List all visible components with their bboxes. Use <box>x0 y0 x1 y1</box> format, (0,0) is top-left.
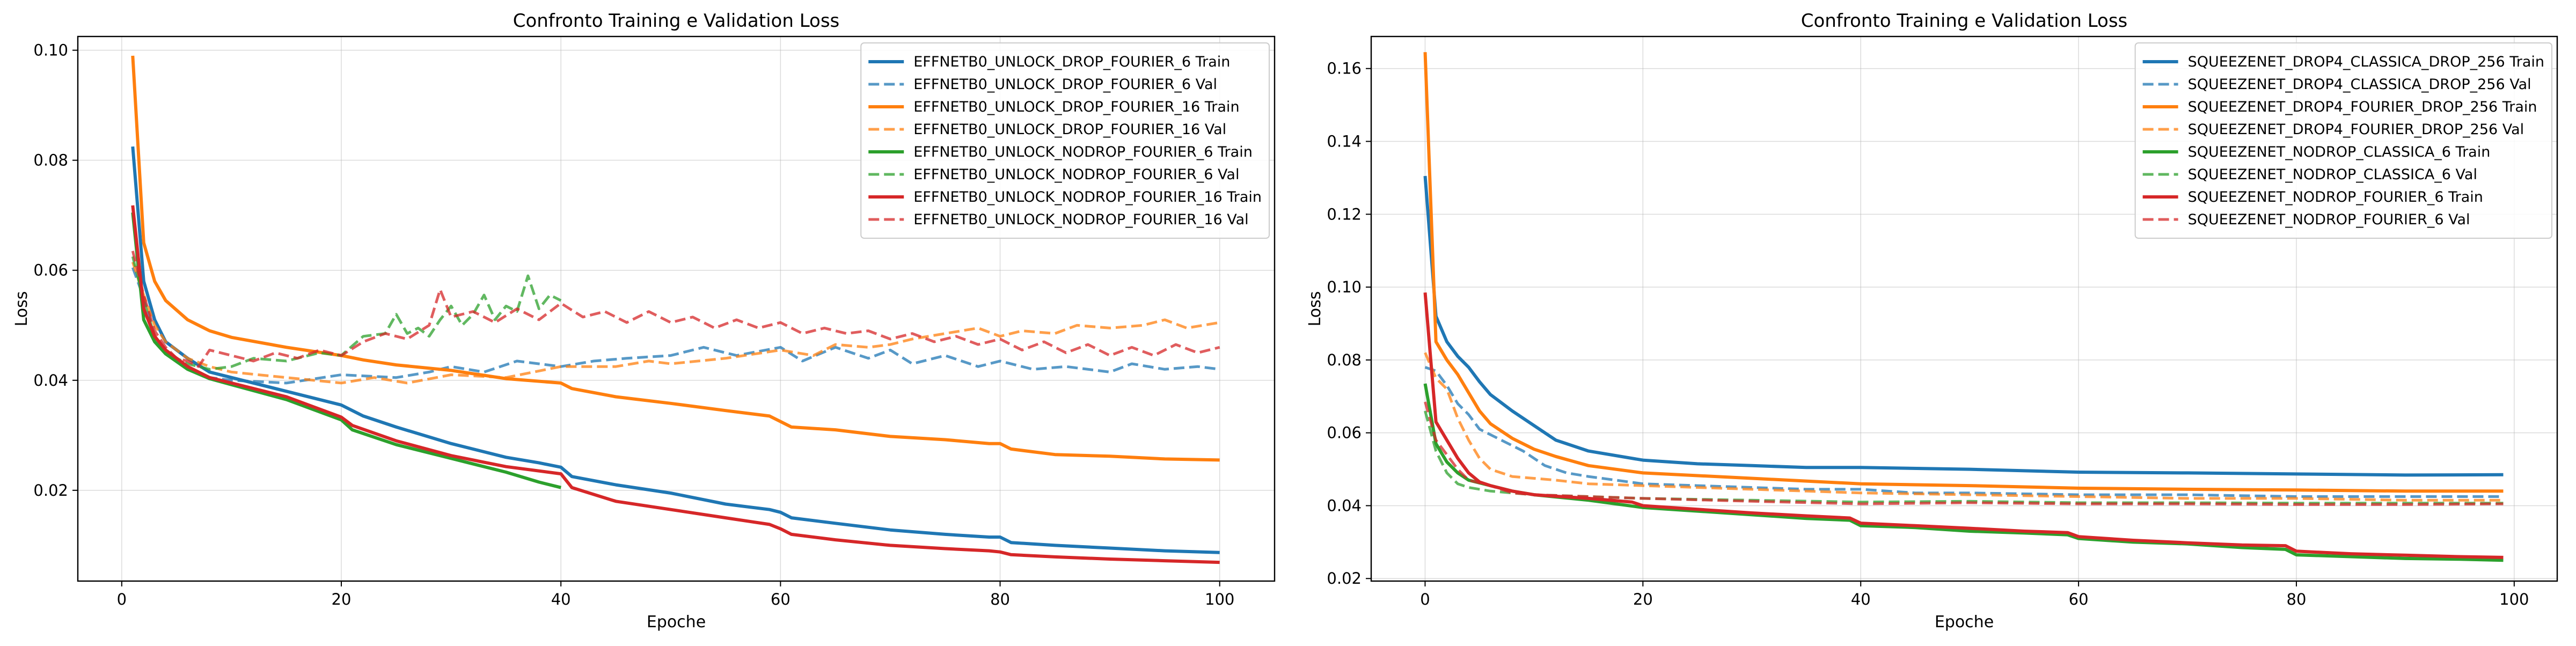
legend-label: SQUEEZENET_NODROP_FOURIER_6 Train <box>2188 189 2483 205</box>
series-line-3 <box>1423 52 2504 493</box>
y-tick-label: 0.04 <box>1327 496 1362 515</box>
y-tick-label: 0.10 <box>1327 278 1362 296</box>
x-tick-label: 0 <box>117 590 127 608</box>
series-line-6 <box>131 256 562 371</box>
series-line-8 <box>131 251 1220 368</box>
series-line-5 <box>1423 383 2504 562</box>
x-tick-label: 60 <box>771 590 791 608</box>
y-axis-label: Loss <box>1306 291 1324 327</box>
legend-label: EFFNETB0_UNLOCK_DROP_FOURIER_6 Val <box>913 76 1217 93</box>
series-line-1 <box>131 146 1220 554</box>
x-axis-label: Epoche <box>1935 613 1994 632</box>
x-tick-label: 80 <box>990 590 1010 608</box>
series-line-3 <box>131 55 1220 462</box>
x-tick-label: 60 <box>2069 590 2089 608</box>
series-line-5 <box>131 212 561 489</box>
y-tick-label: 0.16 <box>1327 60 1362 78</box>
y-tick-label: 0.02 <box>33 481 68 500</box>
series-line-2 <box>1424 366 2504 498</box>
legend-label: EFFNETB0_UNLOCK_DROP_FOURIER_16 Train <box>913 99 1239 115</box>
y-tick-label: 0.04 <box>33 371 68 390</box>
x-tick-label: 20 <box>1633 590 1653 608</box>
chart-panel-2: 0 20 40 60 80 100 0.02 0.04 0.06 0.08 0.10 0.12 0.14… <box>1306 10 2558 632</box>
legend-label: SQUEEZENET_DROP4_CLASSICA_DROP_256 Train <box>2188 54 2544 70</box>
legend-label: SQUEEZENET_DROP4_FOURIER_DROP_256 Train <box>2188 99 2537 115</box>
x-tick-label: 100 <box>2499 590 2529 608</box>
legend-label: EFFNETB0_UNLOCK_NODROP_FOURIER_6 Val <box>913 166 1239 183</box>
series-group <box>1423 52 2504 562</box>
legend-label: SQUEEZENET_DROP4_FOURIER_DROP_256 Val <box>2188 121 2524 138</box>
series-line-4 <box>1424 352 2504 502</box>
x-tick-label: 40 <box>1851 590 1871 608</box>
y-tick-label: 0.12 <box>1327 205 1362 223</box>
series-line-1 <box>1423 175 2504 477</box>
x-tick-label: 80 <box>2287 590 2307 608</box>
chart-title: Confronto Training e Validation Loss <box>1801 10 2128 32</box>
chart-panel-1: 0 20 40 60 80 100 0.02 0.04 0.06 0.08 0.10 Confront… <box>12 10 1276 632</box>
y-tick-label: 0.08 <box>1327 351 1362 369</box>
legend-box <box>860 42 1270 239</box>
series-line-4 <box>131 261 1220 385</box>
series-group <box>131 55 1220 564</box>
y-tick-label: 0.02 <box>1327 569 1362 588</box>
series-line-2 <box>131 267 1220 385</box>
series-line-8 <box>1424 401 2504 506</box>
legend-label: SQUEEZENET_DROP4_CLASSICA_DROP_256 Val <box>2188 76 2531 93</box>
x-tick-label: 20 <box>332 590 352 608</box>
legend-label: EFFNETB0_UNLOCK_NODROP_FOURIER_16 Val <box>913 211 1248 228</box>
x-tick-label: 0 <box>1420 590 1430 608</box>
y-tick-label: 0.06 <box>1327 424 1362 442</box>
legend-label: SQUEEZENET_NODROP_CLASSICA_6 Val <box>2188 166 2477 183</box>
legend-box <box>2134 42 2552 239</box>
y-tick-label: 0.08 <box>33 151 68 170</box>
plot-frame <box>1370 35 2558 582</box>
y-tick-label: 0.14 <box>1327 133 1362 151</box>
x-tick-label: 40 <box>551 590 571 608</box>
chart-title: Confronto Training e Validation Loss <box>513 10 840 32</box>
y-axis-label: Loss <box>12 291 31 327</box>
legend-label: SQUEEZENET_NODROP_FOURIER_6 Val <box>2188 211 2470 228</box>
legend-label: EFFNETB0_UNLOCK_NODROP_FOURIER_16 Train <box>913 189 1262 205</box>
legend-label: EFFNETB0_UNLOCK_NODROP_FOURIER_6 Train <box>913 144 1253 160</box>
y-tick-label: 0.10 <box>33 41 68 60</box>
legend-label: EFFNETB0_UNLOCK_DROP_FOURIER_16 Val <box>913 121 1226 138</box>
series-line-7 <box>131 205 1220 564</box>
legend-label: SQUEEZENET_NODROP_CLASSICA_6 Train <box>2188 144 2491 160</box>
plot-frame <box>77 35 1276 582</box>
x-tick-label: 100 <box>1205 590 1234 608</box>
legend: EFFNETB0_UNLOCK_DROP_FOURIER_6 Train EFFN… <box>860 42 1270 239</box>
y-tick-label: 0.06 <box>33 261 68 280</box>
legend-label: EFFNETB0_UNLOCK_DROP_FOURIER_6 Train <box>913 54 1230 70</box>
series-line-7 <box>1423 292 2504 559</box>
x-axis-label: Epoche <box>647 613 706 632</box>
legend: SQUEEZENET_DROP4_CLASSICA_DROP_256 Train… <box>2134 42 2552 239</box>
